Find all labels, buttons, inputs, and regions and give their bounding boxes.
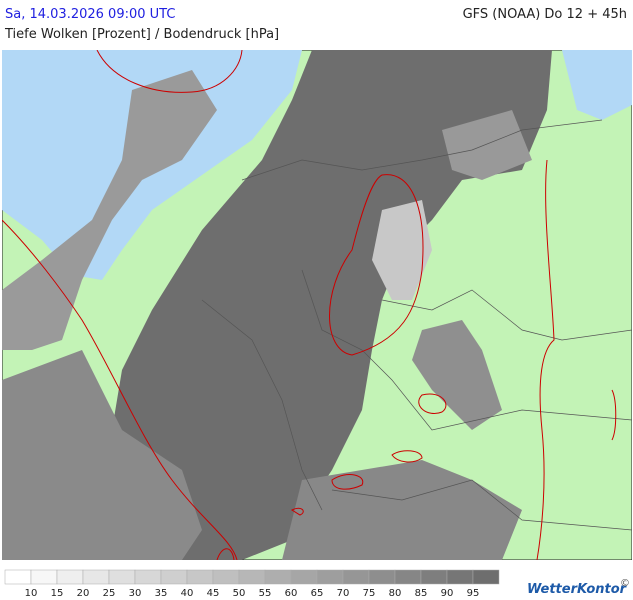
cloud-area bbox=[2, 350, 202, 560]
legend-label: 80 bbox=[389, 588, 402, 599]
legend-label: 25 bbox=[103, 588, 116, 599]
legend-swatch bbox=[420, 569, 448, 585]
sea bbox=[562, 50, 632, 120]
legend-swatch bbox=[238, 569, 266, 585]
legend-swatch bbox=[472, 569, 500, 585]
legend-label: 70 bbox=[337, 588, 350, 599]
legend-label: 35 bbox=[155, 588, 168, 599]
legend-swatch bbox=[186, 569, 214, 585]
forecast-time: Sa, 14.03.2026 09:00 UTC bbox=[5, 7, 176, 22]
borders bbox=[201, 119, 632, 531]
cloud-area bbox=[442, 110, 532, 180]
model-run: GFS (NOAA) Do 12 + 45h bbox=[462, 7, 627, 22]
legend-label: 10 bbox=[25, 588, 38, 599]
legend-label: 50 bbox=[233, 588, 246, 599]
legend-swatch bbox=[4, 569, 32, 585]
legend-label: 60 bbox=[285, 588, 298, 599]
legend-swatch bbox=[212, 569, 240, 585]
legend-swatch bbox=[316, 569, 344, 585]
legend-swatch bbox=[394, 569, 422, 585]
isobars bbox=[2, 50, 617, 560]
legend-swatch bbox=[368, 569, 396, 585]
weather-map bbox=[2, 50, 632, 560]
legend-swatch bbox=[290, 569, 318, 585]
cloud-area bbox=[282, 460, 522, 560]
legend-swatch bbox=[30, 569, 58, 585]
legend-label: 90 bbox=[441, 588, 454, 599]
legend-swatch bbox=[82, 569, 110, 585]
legend-swatch bbox=[134, 569, 162, 585]
cloud-area bbox=[112, 50, 552, 560]
legend-label: 55 bbox=[259, 588, 272, 599]
legend: 10 15 20 25 30 35 40 45 50 55 60 65 70 75 80 85 90 95 bbox=[4, 569, 500, 599]
legend-swatch bbox=[160, 569, 188, 585]
legend-label: 30 bbox=[129, 588, 142, 599]
legend-swatch bbox=[446, 569, 474, 585]
legend-label: 15 bbox=[51, 588, 64, 599]
logo: WetterKontor bbox=[527, 582, 627, 597]
legend-label: 40 bbox=[181, 588, 194, 599]
legend-label: 85 bbox=[415, 588, 428, 599]
legend-swatch bbox=[108, 569, 136, 585]
legend-label: 75 bbox=[363, 588, 376, 599]
legend-swatch bbox=[56, 569, 84, 585]
cloud-area bbox=[2, 70, 217, 350]
legend-label: 20 bbox=[77, 588, 90, 599]
legend-swatch bbox=[264, 569, 292, 585]
legend-label: 95 bbox=[467, 588, 480, 599]
legend-label: 45 bbox=[207, 588, 220, 599]
legend-label: 65 bbox=[311, 588, 324, 599]
cloud-area bbox=[372, 200, 432, 300]
map-subtitle: Tiefe Wolken [Prozent] / Bodendruck [hPa… bbox=[5, 27, 280, 42]
cloud-area bbox=[412, 320, 502, 430]
copyright: © bbox=[620, 578, 630, 589]
legend-swatch bbox=[342, 569, 370, 585]
